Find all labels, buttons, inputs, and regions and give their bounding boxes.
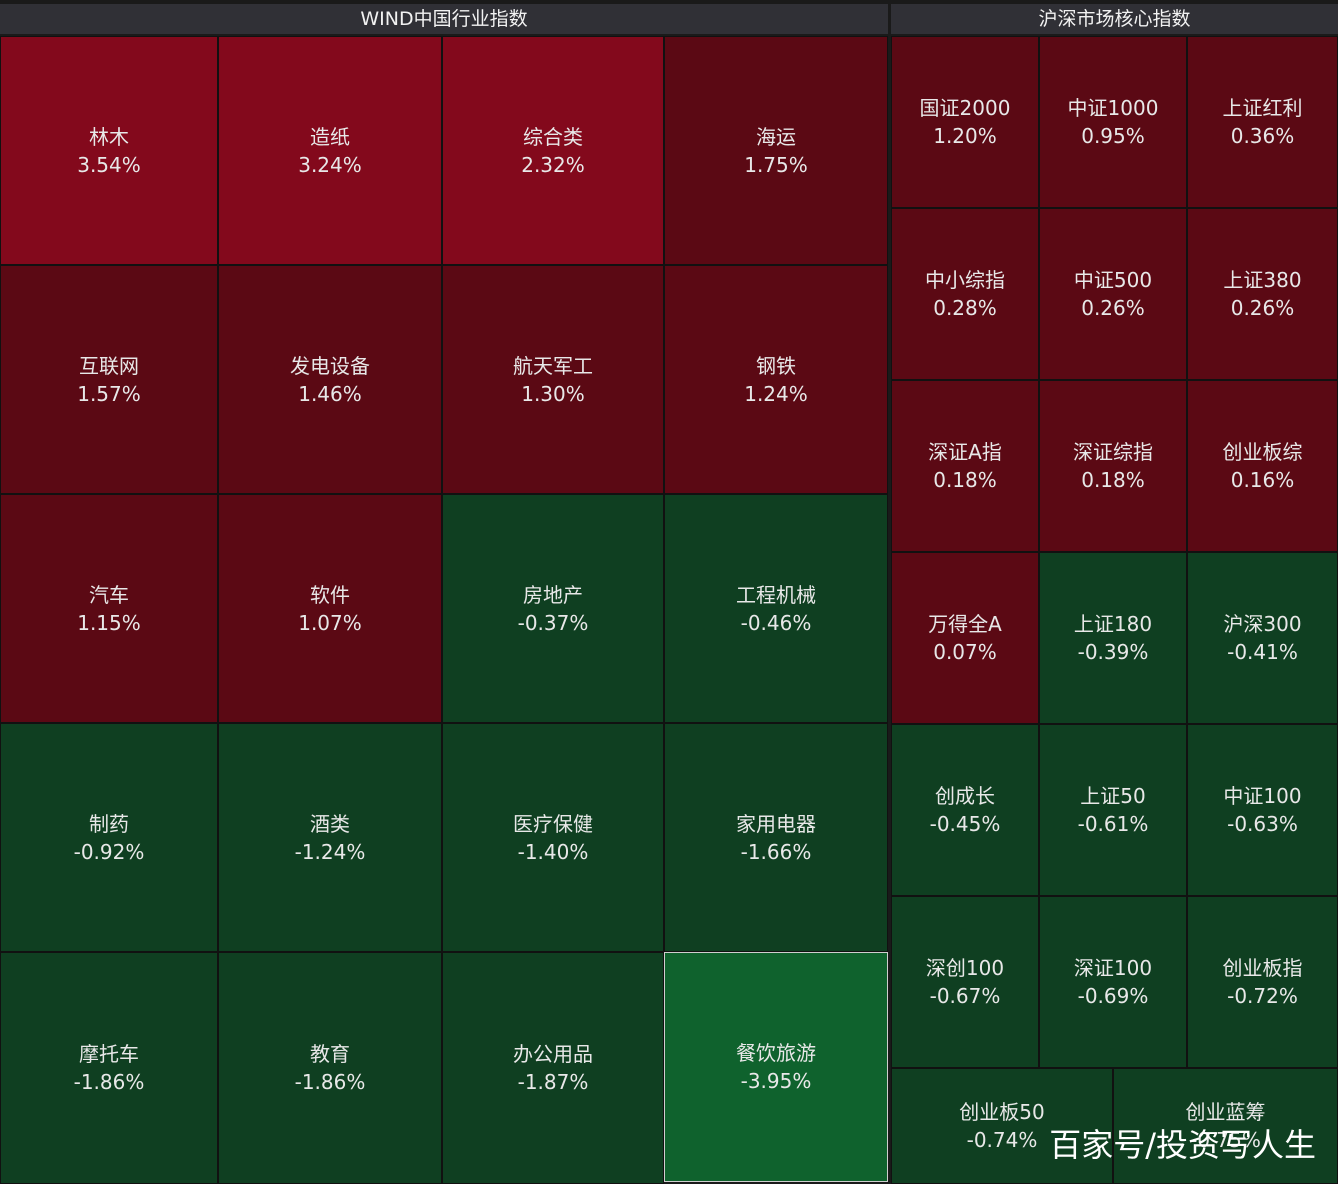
tile-paper[interactable]: 造纸 3.24% [218, 36, 442, 265]
watermark: 百家号/投资写人生 [1049, 1126, 1316, 1164]
tile-sse380[interactable]: 上证380 0.26% [1187, 208, 1338, 380]
core-panel-title: 沪深市场核心指数 [891, 4, 1338, 34]
tile-conglomerate[interactable]: 综合类 2.32% [442, 36, 664, 265]
tile-healthcare[interactable]: 医疗保健 -1.40% [442, 723, 664, 952]
tile-wind-all-a[interactable]: 万得全A 0.07% [891, 552, 1039, 724]
tile-sme-composite[interactable]: 中小综指 0.28% [891, 208, 1039, 380]
tile-power-equipment[interactable]: 发电设备 1.46% [218, 265, 442, 494]
tile-catering-tourism[interactable]: 餐饮旅游 -3.95% [664, 952, 888, 1182]
tile-sse180[interactable]: 上证180 -0.39% [1039, 552, 1187, 724]
tile-construction-machinery[interactable]: 工程机械 -0.46% [664, 494, 888, 723]
tile-forestry[interactable]: 林木 3.54% [0, 36, 218, 265]
tile-auto[interactable]: 汽车 1.15% [0, 494, 218, 723]
industry-index-panel: WIND中国行业指数 林木 3.54% 造纸 3.24% 综合类 2.32% 海运 1.… [0, 4, 888, 1184]
tile-aerospace-defense[interactable]: 航天军工 1.30% [442, 265, 664, 494]
tile-szse-innovation100[interactable]: 深创100 -0.67% [891, 896, 1039, 1068]
tile-csi300[interactable]: 沪深300 -0.41% [1187, 552, 1338, 724]
tile-szse-a[interactable]: 深证A指 0.18% [891, 380, 1039, 552]
tile-chinext-index[interactable]: 创业板指 -0.72% [1187, 896, 1338, 1068]
tile-csi1000[interactable]: 中证1000 0.95% [1039, 36, 1187, 208]
tile-cn2000[interactable]: 国证2000 1.20% [891, 36, 1039, 208]
tile-shipping[interactable]: 海运 1.75% [664, 36, 888, 265]
tile-home-appliances[interactable]: 家用电器 -1.66% [664, 723, 888, 952]
industry-treemap: 林木 3.54% 造纸 3.24% 综合类 2.32% 海运 1.75% 互联网 1.57… [0, 36, 888, 1184]
tile-software[interactable]: 软件 1.07% [218, 494, 442, 723]
tile-szse100[interactable]: 深证100 -0.69% [1039, 896, 1187, 1068]
tile-csi500[interactable]: 中证500 0.26% [1039, 208, 1187, 380]
tile-education[interactable]: 教育 -1.86% [218, 952, 442, 1184]
tile-internet[interactable]: 互联网 1.57% [0, 265, 218, 494]
tile-steel[interactable]: 钢铁 1.24% [664, 265, 888, 494]
tile-sse50[interactable]: 上证50 -0.61% [1039, 724, 1187, 896]
tile-chinext50[interactable]: 创业板50 -0.74% [891, 1068, 1113, 1184]
tile-chinext-growth[interactable]: 创成长 -0.45% [891, 724, 1039, 896]
tile-sse-dividend[interactable]: 上证红利 0.36% [1187, 36, 1338, 208]
core-index-treemap: 国证2000 1.20% 中证1000 0.95% 上证红利 0.36% 中小综指 0.… [891, 36, 1338, 1184]
core-index-panel: 沪深市场核心指数 国证2000 1.20% 中证1000 0.95% 上证红利 0.3… [891, 0, 1338, 1184]
tile-pharma[interactable]: 制药 -0.92% [0, 723, 218, 952]
tile-chinext-composite[interactable]: 创业板综 0.16% [1187, 380, 1338, 552]
tile-real-estate[interactable]: 房地产 -0.37% [442, 494, 664, 723]
tile-liquor[interactable]: 酒类 -1.24% [218, 723, 442, 952]
tile-szse-composite[interactable]: 深证综指 0.18% [1039, 380, 1187, 552]
tile-csi100[interactable]: 中证100 -0.63% [1187, 724, 1338, 896]
industry-panel-title: WIND中国行业指数 [0, 4, 888, 34]
tile-office-supplies[interactable]: 办公用品 -1.87% [442, 952, 664, 1184]
tile-motorcycle[interactable]: 摩托车 -1.86% [0, 952, 218, 1184]
